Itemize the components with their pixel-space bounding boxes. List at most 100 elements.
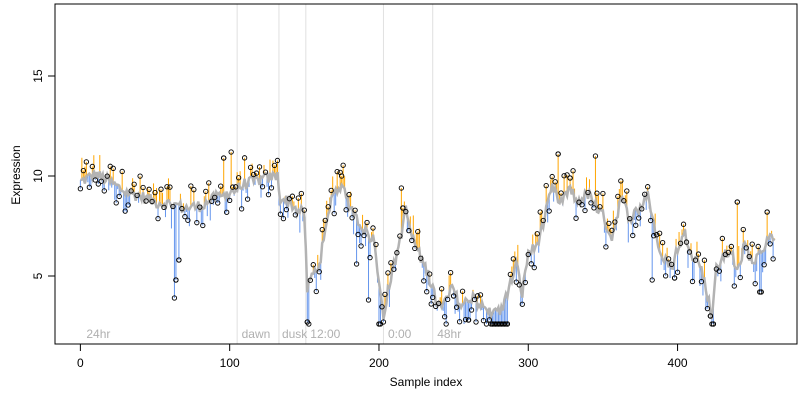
- data-point: [306, 321, 312, 327]
- data-point: [403, 208, 409, 215]
- data-point: [456, 319, 463, 325]
- data-point: [346, 191, 352, 198]
- data-point: [665, 256, 672, 262]
- data-point: [468, 307, 475, 313]
- data-point: [155, 215, 161, 222]
- data-point: [137, 173, 143, 179]
- data-point: [256, 164, 263, 170]
- annotation-label: 24hr: [86, 327, 110, 341]
- data-point: [125, 202, 131, 208]
- data-point: [537, 209, 543, 215]
- y-tick-label: 15: [31, 69, 45, 83]
- data-point: [522, 279, 528, 286]
- data-point: [504, 321, 511, 327]
- data-point: [277, 211, 284, 217]
- data-point: [86, 184, 92, 190]
- data-point: [310, 262, 316, 268]
- data-point: [633, 222, 639, 228]
- data-point: [704, 305, 711, 312]
- data-point: [110, 165, 116, 171]
- x-tick-label: 200: [369, 356, 389, 370]
- data-point: [597, 204, 603, 210]
- data-point: [131, 181, 137, 187]
- data-point: [319, 227, 325, 233]
- data-point: [361, 232, 367, 239]
- data-point: [516, 282, 522, 288]
- data-point: [328, 187, 334, 194]
- data-point: [200, 222, 206, 229]
- data-point: [221, 155, 227, 161]
- data-point: [746, 253, 752, 260]
- data-point: [385, 270, 391, 276]
- data-point: [570, 168, 576, 174]
- data-point: [443, 321, 449, 327]
- data-point: [436, 300, 442, 307]
- data-point: [238, 206, 245, 212]
- data-point: [668, 261, 675, 268]
- data-point: [188, 183, 194, 189]
- data-point: [367, 254, 373, 261]
- data-point: [340, 162, 346, 168]
- data-point: [740, 226, 746, 233]
- data-point: [364, 219, 370, 226]
- data-point: [171, 295, 178, 301]
- data-point: [701, 257, 708, 263]
- data-point: [695, 251, 702, 257]
- annotation-label: 48hr: [437, 327, 461, 341]
- data-point: [501, 321, 508, 327]
- data-point: [358, 243, 364, 249]
- data-point: [182, 213, 188, 220]
- data-point: [543, 182, 549, 189]
- data-point: [734, 199, 740, 205]
- data-point: [692, 257, 699, 263]
- data-point: [427, 271, 433, 277]
- data-point: [77, 186, 84, 192]
- data-point: [247, 164, 254, 171]
- data-point: [600, 190, 606, 197]
- data-point: [228, 149, 234, 155]
- data-point: [731, 283, 737, 289]
- data-point: [241, 155, 248, 161]
- data-point: [609, 227, 615, 233]
- y-tick-label: 5: [31, 272, 45, 279]
- data-point: [380, 319, 387, 325]
- data-point: [728, 243, 734, 250]
- data-point: [549, 173, 555, 180]
- data-point: [382, 291, 388, 298]
- data-point: [415, 228, 421, 235]
- data-point: [513, 279, 519, 285]
- data-point: [531, 264, 537, 271]
- data-point: [140, 184, 146, 191]
- data-point: [379, 304, 385, 310]
- data-point: [662, 273, 669, 279]
- data-point: [206, 180, 212, 186]
- data-point: [134, 192, 140, 198]
- data-point: [179, 205, 185, 212]
- data-point: [209, 198, 215, 204]
- data-point: [158, 186, 164, 192]
- data-point: [680, 221, 687, 227]
- data-point: [624, 188, 630, 194]
- data-point: [397, 233, 403, 239]
- y-axis-label: Expression: [9, 145, 23, 204]
- x-axis: 0 100 200 300 400: [77, 343, 688, 370]
- data-point: [119, 168, 125, 175]
- data-point: [349, 215, 355, 221]
- data-point: [280, 215, 287, 222]
- data-point: [770, 256, 776, 262]
- data-point: [428, 301, 434, 307]
- data-point: [642, 191, 648, 197]
- data-point: [761, 262, 767, 268]
- data-point: [227, 197, 233, 204]
- data-point: [412, 245, 418, 252]
- data-point: [307, 277, 313, 283]
- y-tick-label: 10: [31, 169, 45, 183]
- data-point: [83, 159, 90, 165]
- data-point: [757, 289, 763, 295]
- data-point: [698, 278, 705, 285]
- data-point: [92, 177, 98, 183]
- data-point: [588, 200, 594, 206]
- data-point: [224, 209, 230, 215]
- data-point: [558, 190, 564, 196]
- data-point: [194, 220, 200, 226]
